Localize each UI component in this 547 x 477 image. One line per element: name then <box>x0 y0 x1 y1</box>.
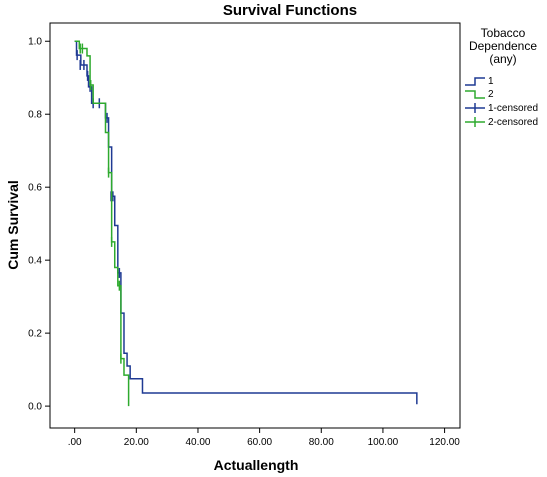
legend-title-line3: (any) <box>489 52 517 66</box>
y-tick-label: 1.0 <box>28 37 42 48</box>
legend-label-1: 1 <box>488 75 494 87</box>
legend-censor-icon-1 <box>465 103 485 113</box>
legend-label-4: 2-censored <box>488 116 539 128</box>
x-axis-label: Actuallength <box>214 457 299 473</box>
legend-title-line2: Dependence <box>468 39 538 53</box>
x-tick-label: 60.00 <box>247 437 272 448</box>
chart-title: Survival Functions <box>223 2 357 19</box>
x-tick-label: 20.00 <box>124 437 149 448</box>
series-line-2 <box>74 40 130 407</box>
legend-label-2: 2 <box>488 88 494 100</box>
y-tick-label: 0.8 <box>28 110 42 121</box>
x-tick-label: 100.00 <box>368 437 399 448</box>
y-tick-label: 0.0 <box>28 402 42 413</box>
series-layer <box>74 40 418 407</box>
legend-title-line1: Tobacco <box>480 26 526 40</box>
y-tick-label: 0.6 <box>28 183 42 194</box>
legend-censor-icon-2 <box>465 117 485 127</box>
y-axis: 0.0 0.2 0.4 0.6 0.8 1.0 <box>28 37 50 413</box>
y-axis-label: Cum Survival <box>5 180 21 269</box>
x-axis: .00 20.00 40.00 60.00 80.00 100.00 120.00 <box>68 428 460 448</box>
legend-item-2: 2 <box>464 87 494 101</box>
x-tick-label: 80.00 <box>309 437 334 448</box>
legend-item-3: 1-censored <box>464 101 538 115</box>
y-tick-label: 0.2 <box>28 329 42 340</box>
x-tick-label: 120.00 <box>429 437 460 448</box>
legend-step-icon-1 <box>465 77 485 86</box>
legend-item-4: 2-censored <box>464 115 538 129</box>
legend-item-1: 1 <box>464 74 494 88</box>
x-tick-label: 40.00 <box>185 437 210 448</box>
y-tick-label: 0.4 <box>28 256 42 267</box>
legend-step-icon-2 <box>465 90 485 99</box>
x-tick-label: .00 <box>68 437 82 448</box>
legend-label-3: 1-censored <box>488 102 539 114</box>
